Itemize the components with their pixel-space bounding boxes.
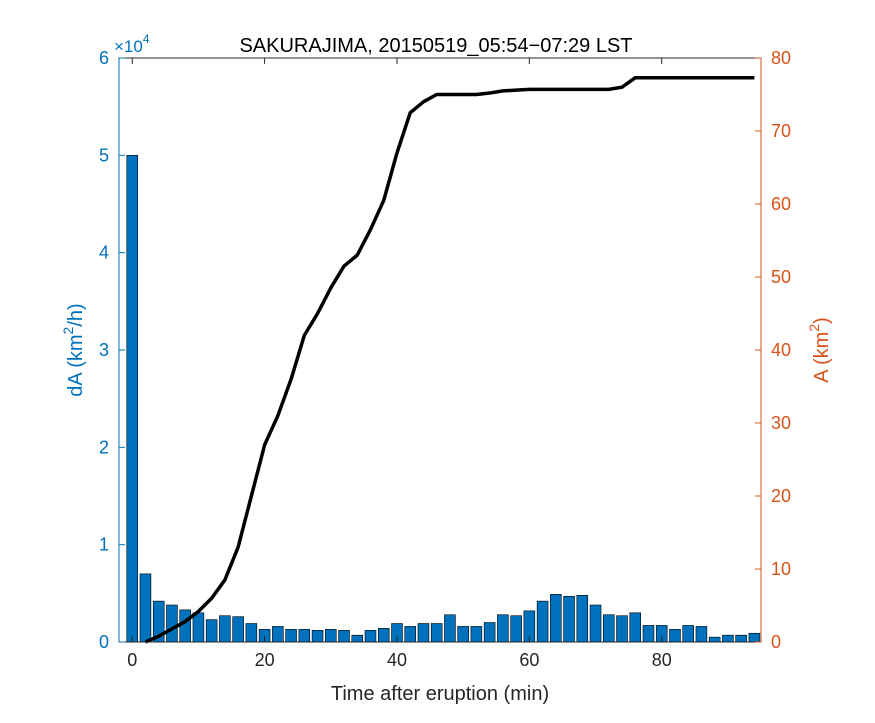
x-axis-ticks: 0 20 40 60 80 [127,58,672,670]
bar [510,615,522,643]
left-tick-label: 1 [99,535,109,555]
right-tick-label: 30 [771,413,791,433]
bar [377,628,390,643]
bar [576,594,589,643]
left-tick-label: 0 [99,632,109,652]
bar [457,626,469,643]
bar [722,634,734,643]
bar [232,616,244,643]
x-tick-label: 60 [519,650,539,670]
left-tick-label: 3 [99,340,109,360]
bar [351,634,364,643]
bar [192,612,205,643]
right-tick-label: 60 [771,194,791,214]
right-tick-label: 40 [771,340,791,360]
bar-series [126,155,761,643]
chart-title: SAKURAJIMA, 20150519_05:54−07:29 LST [239,35,632,57]
plot-box [118,57,762,643]
bar [669,629,681,643]
right-tick-label: 80 [771,48,791,68]
left-axis-label-tail: /h) [65,303,87,326]
bar [364,630,377,643]
right-axis-label-tail: ) [811,317,833,324]
bar [139,573,152,643]
bar [470,626,483,643]
bar [735,634,747,643]
bar [417,623,430,643]
left-axis-ticks: 0 1 2 3 4 5 6 [99,48,125,652]
left-tick-label: 5 [99,145,109,165]
bar [708,636,721,643]
left-axis-label-power: 2 [60,326,76,334]
x-axis-label: Time after eruption (min) [331,683,549,705]
bar [589,604,602,643]
bar [748,632,761,643]
bar [311,630,324,643]
x-tick-label: 80 [652,650,672,670]
right-tick-label: 50 [771,267,791,287]
x-tick-label: 0 [127,650,137,670]
bar [166,604,178,643]
right-axis-ticks: 0 10 20 30 40 50 60 70 80 [755,48,791,652]
line-series [144,75,755,644]
right-axis-label-power: 2 [806,324,822,332]
right-tick-label: 0 [771,632,781,652]
left-tick-label: 6 [99,48,109,68]
left-axis-exponent-power: 4 [143,32,150,46]
bar [179,609,191,643]
bar [642,625,655,643]
bar [563,595,575,643]
right-axis-label-base: A (km [811,332,833,383]
right-tick-label: 20 [771,486,791,506]
bar [285,629,297,643]
cumulative-area-line [144,75,755,644]
bar [404,626,416,643]
bar [245,623,258,643]
bar [325,629,337,643]
left-tick-label: 2 [99,437,109,457]
left-tick-label: 4 [99,243,109,263]
left-axis-exponent: ×104 [114,32,150,56]
bar [603,614,615,643]
bar [338,630,350,643]
bar [616,615,628,643]
bar [219,615,231,643]
bar [682,625,694,643]
bar [695,626,708,643]
bar [444,614,456,643]
bar [629,612,642,643]
left-axis-exponent-base: ×10 [114,37,143,56]
bar [126,155,138,643]
bar [430,623,443,643]
right-tick-label: 10 [771,559,791,579]
right-tick-label: 70 [771,121,791,141]
right-axis-label: A (km2) [806,317,833,383]
left-axis-label-base: dA (km [65,334,87,396]
bar [205,619,218,643]
x-tick-label: 40 [387,650,407,670]
left-axis-label: dA (km2/h) [60,303,87,396]
x-tick-label: 20 [255,650,275,670]
bar [272,626,284,643]
bar [497,614,509,643]
bar [536,600,549,643]
bar [483,622,496,643]
bar [298,629,311,643]
bar [550,594,562,643]
